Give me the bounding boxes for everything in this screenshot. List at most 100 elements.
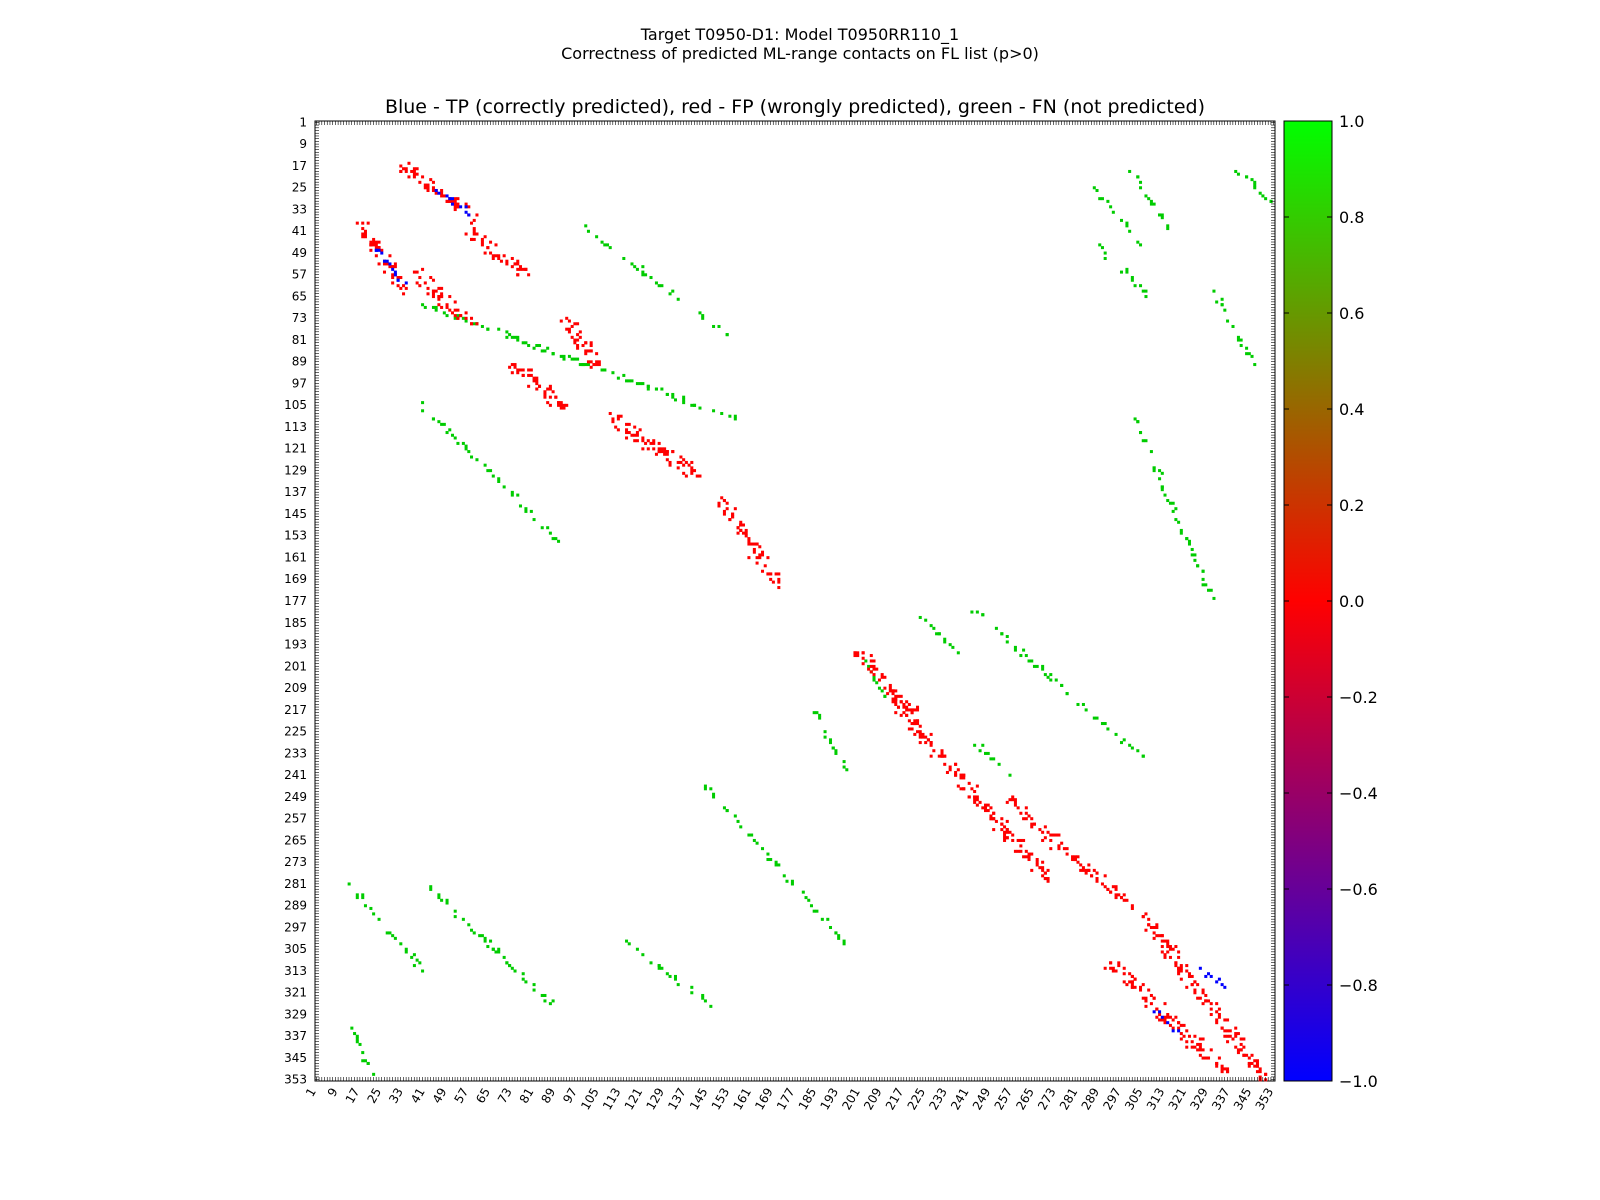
contact-cell bbox=[804, 896, 808, 900]
contact-cell bbox=[924, 618, 928, 622]
contact-cell bbox=[421, 409, 425, 413]
contact-cell bbox=[1125, 221, 1129, 225]
contact-cell bbox=[1242, 1037, 1246, 1041]
contact-cell bbox=[1166, 939, 1170, 943]
contact-cell bbox=[502, 485, 506, 489]
contact-cell bbox=[361, 227, 365, 231]
contact-cell bbox=[739, 528, 743, 532]
contact-cell bbox=[546, 526, 550, 530]
contact-cell bbox=[807, 898, 811, 902]
contact-cell bbox=[641, 436, 645, 440]
contact-cell bbox=[461, 917, 465, 921]
contact-cell bbox=[584, 224, 588, 228]
contact-cell bbox=[489, 939, 493, 943]
contact-cell bbox=[741, 531, 745, 535]
contact-cell bbox=[1179, 531, 1183, 535]
contact-cell bbox=[361, 235, 365, 239]
contact-cell bbox=[687, 463, 691, 467]
contact-cell bbox=[1005, 828, 1009, 832]
contact-cell bbox=[935, 632, 939, 636]
contact-cell bbox=[1226, 1040, 1230, 1044]
contact-cell bbox=[584, 349, 588, 353]
contact-cell bbox=[671, 450, 675, 454]
contact-cell bbox=[459, 314, 463, 318]
contact-cell bbox=[1264, 197, 1268, 201]
contact-cell bbox=[627, 379, 631, 383]
y-tick-label: 41 bbox=[292, 224, 307, 238]
contact-cell bbox=[766, 572, 770, 576]
contact-cell bbox=[429, 885, 433, 889]
contact-cell bbox=[1215, 300, 1219, 304]
contact-cell bbox=[1163, 1002, 1167, 1006]
contact-cell bbox=[635, 431, 639, 435]
contact-cell bbox=[1125, 898, 1129, 902]
contact-cell bbox=[761, 569, 765, 573]
contact-cell bbox=[480, 243, 484, 247]
contact-cell bbox=[883, 675, 887, 679]
contact-cell bbox=[676, 297, 680, 301]
contact-cell bbox=[1065, 847, 1069, 851]
contact-cell bbox=[464, 444, 468, 448]
x-tick-label: 113 bbox=[600, 1086, 624, 1113]
contact-cell bbox=[410, 169, 414, 173]
contact-cell bbox=[992, 828, 996, 832]
contact-cell bbox=[393, 936, 397, 940]
contact-cell bbox=[532, 983, 536, 987]
x-tick-label: 241 bbox=[948, 1086, 972, 1113]
contact-cell bbox=[1035, 860, 1039, 864]
contact-cell bbox=[1163, 493, 1167, 497]
contact-cell bbox=[668, 460, 672, 464]
contact-cell bbox=[1179, 1023, 1183, 1027]
contact-cell bbox=[595, 235, 599, 239]
contact-cell bbox=[809, 904, 813, 908]
y-tick-label: 305 bbox=[284, 942, 307, 956]
contact-cell bbox=[1264, 1072, 1268, 1076]
contact-cell bbox=[733, 814, 737, 818]
contact-cell bbox=[431, 188, 435, 193]
contact-cell bbox=[1060, 683, 1064, 687]
contact-cell bbox=[725, 507, 729, 511]
contact-cell bbox=[412, 270, 416, 274]
contact-cell bbox=[676, 460, 680, 464]
contact-cell bbox=[1103, 256, 1107, 260]
contact-cell bbox=[1032, 822, 1036, 826]
contact-cell bbox=[431, 180, 435, 184]
contact-cell bbox=[483, 936, 487, 940]
contact-cell bbox=[404, 169, 408, 173]
contact-cell bbox=[581, 344, 585, 348]
contact-cell bbox=[467, 450, 471, 454]
contact-cell bbox=[616, 417, 620, 421]
contact-cell bbox=[877, 678, 881, 682]
contact-cell bbox=[437, 893, 441, 897]
contact-cell bbox=[586, 229, 590, 233]
contact-cell bbox=[1163, 955, 1167, 959]
contact-cell bbox=[717, 501, 721, 505]
contact-cell bbox=[423, 183, 427, 187]
contact-cell bbox=[448, 428, 452, 432]
contact-cell bbox=[434, 305, 438, 309]
y-tick-label: 89 bbox=[292, 355, 307, 369]
contact-cell bbox=[828, 738, 833, 742]
contact-cell bbox=[475, 322, 479, 326]
contact-cell bbox=[532, 379, 536, 383]
contact-cell bbox=[1087, 863, 1091, 867]
contact-cell bbox=[690, 466, 694, 470]
contact-cell bbox=[1182, 1034, 1186, 1038]
contact-cell bbox=[1095, 188, 1099, 193]
contact-cell bbox=[739, 520, 743, 524]
y-tick-label: 161 bbox=[284, 550, 307, 564]
contact-cell bbox=[962, 787, 966, 791]
colorbar: 1.0 0.8 0.6 0.4 0.2 0.0 −0.2 −0.4 −0.6 −0.8 −1.0 bbox=[1283, 112, 1378, 1091]
contact-cell bbox=[1160, 1015, 1164, 1019]
contact-cell bbox=[733, 414, 737, 418]
contact-cell bbox=[377, 246, 381, 250]
contact-cell bbox=[456, 316, 460, 320]
contact-cell bbox=[589, 344, 593, 348]
contact-cell bbox=[1098, 197, 1102, 201]
contact-cell bbox=[1245, 346, 1249, 350]
contact-cell bbox=[614, 425, 618, 429]
contact-cell bbox=[1158, 477, 1162, 481]
contact-cell bbox=[1255, 1064, 1259, 1068]
contact-cell bbox=[1144, 295, 1148, 299]
contact-cell bbox=[1141, 996, 1145, 1000]
